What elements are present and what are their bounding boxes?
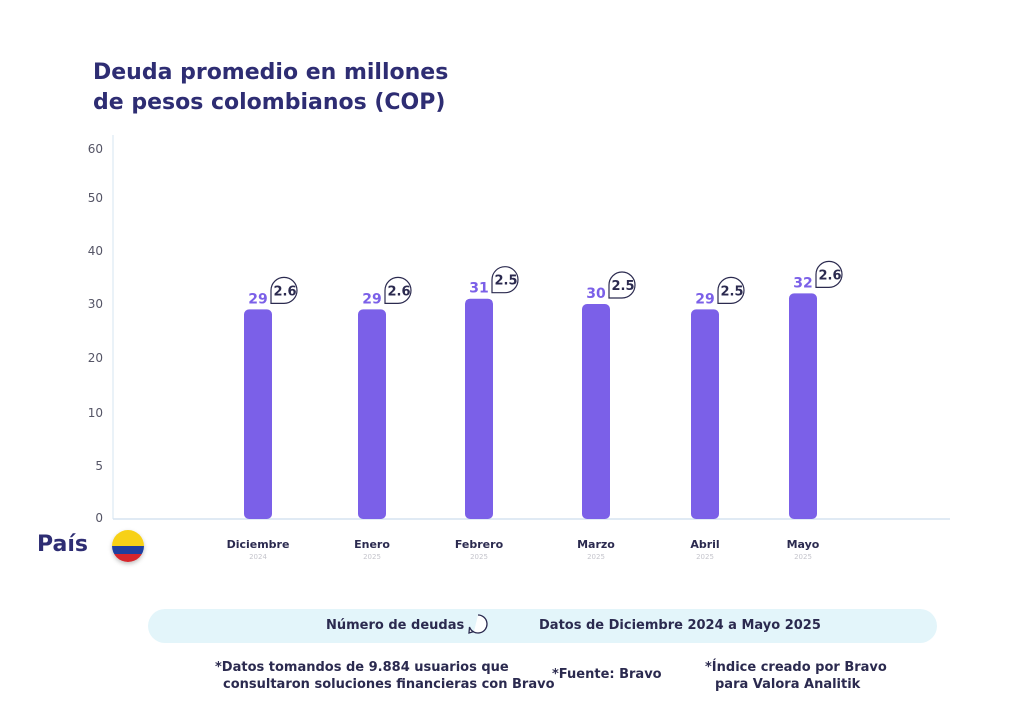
- category-label: Mayo: [787, 538, 820, 551]
- category-label: Enero: [354, 538, 390, 551]
- colombia-flag-icon: [112, 530, 144, 562]
- category-label: Marzo: [577, 538, 615, 551]
- index-note: *Índice creado por Bravo para Valora Ana…: [705, 659, 887, 693]
- chart-title-line-2: de pesos colombianos (COP): [93, 90, 446, 115]
- category-year-label: 2025: [470, 553, 488, 561]
- bar-value-label: 30: [586, 286, 606, 302]
- bar-value-label: 29: [362, 291, 381, 307]
- chart-title-line-1: Deuda promedio en millones: [93, 60, 449, 85]
- y-tick-label: 20: [88, 351, 103, 365]
- bar-chart: 0 5 10 20 30 40 50 60 29 2.6 Diciembre 2024 29 2.6 Ene…: [88, 135, 950, 561]
- bar: [358, 309, 386, 519]
- y-tick-label: 10: [88, 406, 103, 420]
- debt-count-label: 2.6: [387, 284, 410, 299]
- count-bubble: [815, 260, 843, 288]
- bar-value-label: 32: [793, 275, 812, 291]
- category-label: Abril: [690, 538, 719, 551]
- data-note: *Datos tomandos de 9.884 usuarios que co…: [215, 659, 555, 693]
- category-year-label: 2025: [363, 553, 381, 561]
- bar: [789, 293, 817, 519]
- count-bubble: [608, 271, 636, 299]
- index-note-line-2: para Valora Analitik: [715, 677, 861, 692]
- category-year-label: 2025: [696, 553, 714, 561]
- bar-value-label: 31: [469, 281, 488, 297]
- debt-count-label: 2.5: [720, 284, 743, 299]
- bar-value-label: 29: [695, 291, 714, 307]
- bar: [465, 298, 493, 519]
- country-label: País: [37, 532, 89, 557]
- index-note-line-1: *Índice creado por Bravo: [705, 660, 887, 675]
- category-year-label: 2024: [249, 553, 267, 561]
- category-label: Febrero: [455, 538, 504, 551]
- count-bubble: [491, 266, 519, 294]
- legend-range-label: Datos de Diciembre 2024 a Mayo 2025: [539, 618, 821, 633]
- y-tick-label: 5: [95, 459, 103, 473]
- debt-count-label: 2.5: [611, 279, 634, 294]
- count-bubble: [270, 276, 298, 304]
- y-tick-label: 30: [88, 297, 103, 311]
- y-tick-label: 40: [88, 244, 103, 258]
- debt-count-label: 2.6: [273, 284, 296, 299]
- speech-bubble-icon: [468, 614, 488, 634]
- legend-bar: Número de deudas Datos de Diciembre 2024…: [148, 609, 937, 643]
- y-tick-label: 0: [95, 511, 103, 525]
- category-year-label: 2025: [587, 553, 605, 561]
- bar: [691, 309, 719, 519]
- count-bubble: [384, 276, 412, 304]
- bar: [244, 309, 272, 519]
- category-label: Diciembre: [227, 538, 290, 551]
- category-year-label: 2025: [794, 553, 812, 561]
- data-note-line-2: consultaron soluciones financieras con B…: [223, 677, 555, 692]
- debt-count-label: 2.5: [494, 274, 517, 289]
- chart-title: Deuda promedio en millones de pesos colo…: [93, 58, 448, 118]
- data-note-line-1: *Datos tomandos de 9.884 usuarios que: [215, 660, 509, 675]
- count-bubble: [717, 276, 745, 304]
- y-tick-label: 50: [88, 191, 103, 205]
- source-note: *Fuente: Bravo: [552, 667, 662, 682]
- debt-count-label: 2.6: [818, 268, 841, 283]
- legend-count-label: Número de deudas: [326, 618, 465, 633]
- bar-value-label: 29: [248, 291, 267, 307]
- y-tick-label: 60: [88, 142, 103, 156]
- bar: [582, 304, 610, 519]
